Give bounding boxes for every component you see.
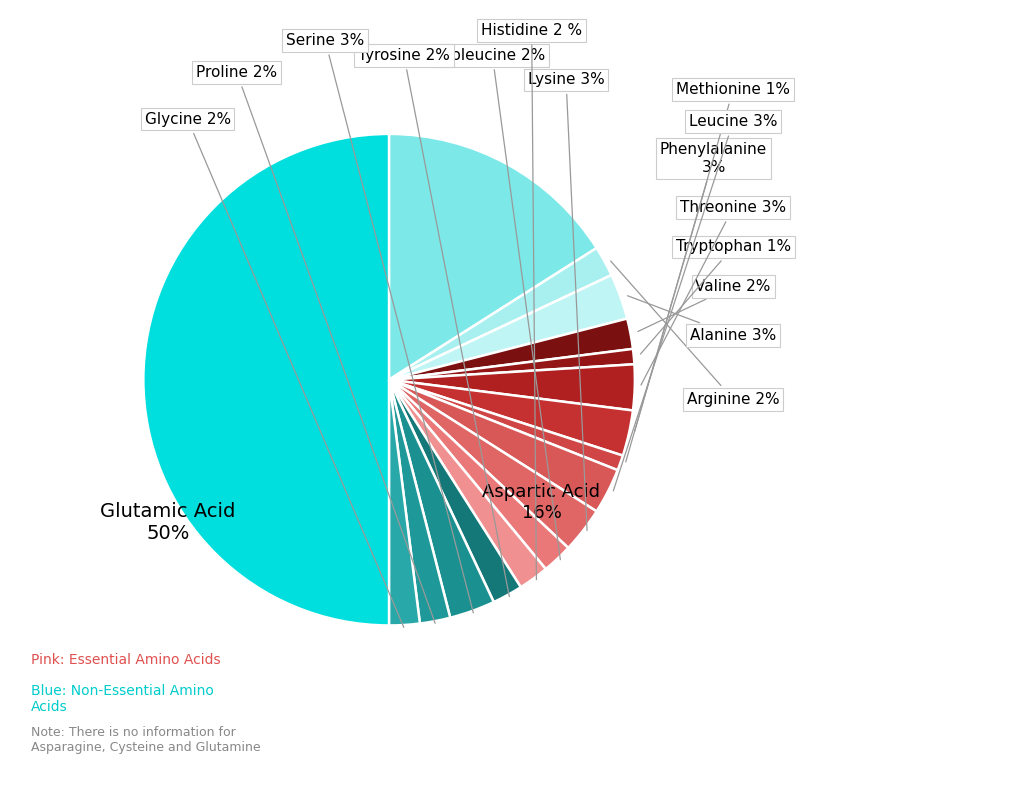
Text: Note: There is no information for
Asparagine, Cysteine and Glutamine: Note: There is no information for Aspara… bbox=[31, 726, 260, 754]
Text: Lysine 3%: Lysine 3% bbox=[527, 72, 604, 531]
Text: Leucine 3%: Leucine 3% bbox=[613, 114, 777, 491]
Wedge shape bbox=[143, 134, 389, 626]
Text: Tyrosine 2%: Tyrosine 2% bbox=[358, 47, 509, 596]
Text: Histidine 2 %: Histidine 2 % bbox=[481, 23, 583, 580]
Text: Blue: Non-Essential Amino
Acids: Blue: Non-Essential Amino Acids bbox=[31, 684, 214, 714]
Wedge shape bbox=[389, 380, 633, 456]
Wedge shape bbox=[389, 380, 494, 618]
Text: Alanine 3%: Alanine 3% bbox=[628, 296, 776, 343]
Text: Proline 2%: Proline 2% bbox=[197, 65, 435, 623]
Wedge shape bbox=[389, 364, 635, 411]
Wedge shape bbox=[389, 380, 521, 602]
Wedge shape bbox=[389, 380, 617, 511]
Wedge shape bbox=[389, 380, 568, 569]
Text: Pink: Essential Amino Acids: Pink: Essential Amino Acids bbox=[31, 653, 220, 667]
Text: Tryptophan 1%: Tryptophan 1% bbox=[640, 240, 791, 354]
Wedge shape bbox=[389, 380, 451, 623]
Wedge shape bbox=[389, 248, 611, 380]
Text: Valine 2%: Valine 2% bbox=[638, 278, 771, 331]
Text: Arginine 2%: Arginine 2% bbox=[610, 261, 779, 407]
Wedge shape bbox=[389, 380, 420, 626]
Text: Isoleucine 2%: Isoleucine 2% bbox=[439, 47, 560, 560]
Text: Aspartic Acid
16%: Aspartic Acid 16% bbox=[482, 483, 600, 522]
Text: Methionine 1%: Methionine 1% bbox=[626, 82, 791, 462]
Text: Threonine 3%: Threonine 3% bbox=[641, 200, 786, 385]
Wedge shape bbox=[389, 134, 597, 380]
Text: Phenylalanine
3%: Phenylalanine 3% bbox=[635, 142, 767, 432]
Wedge shape bbox=[389, 380, 597, 548]
Wedge shape bbox=[389, 349, 635, 380]
Wedge shape bbox=[389, 380, 546, 587]
Text: Glutamic Acid
50%: Glutamic Acid 50% bbox=[100, 501, 236, 543]
Text: Serine 3%: Serine 3% bbox=[286, 33, 473, 613]
Text: Glycine 2%: Glycine 2% bbox=[144, 112, 403, 627]
Wedge shape bbox=[389, 319, 633, 380]
Wedge shape bbox=[389, 380, 623, 470]
Wedge shape bbox=[389, 275, 627, 380]
